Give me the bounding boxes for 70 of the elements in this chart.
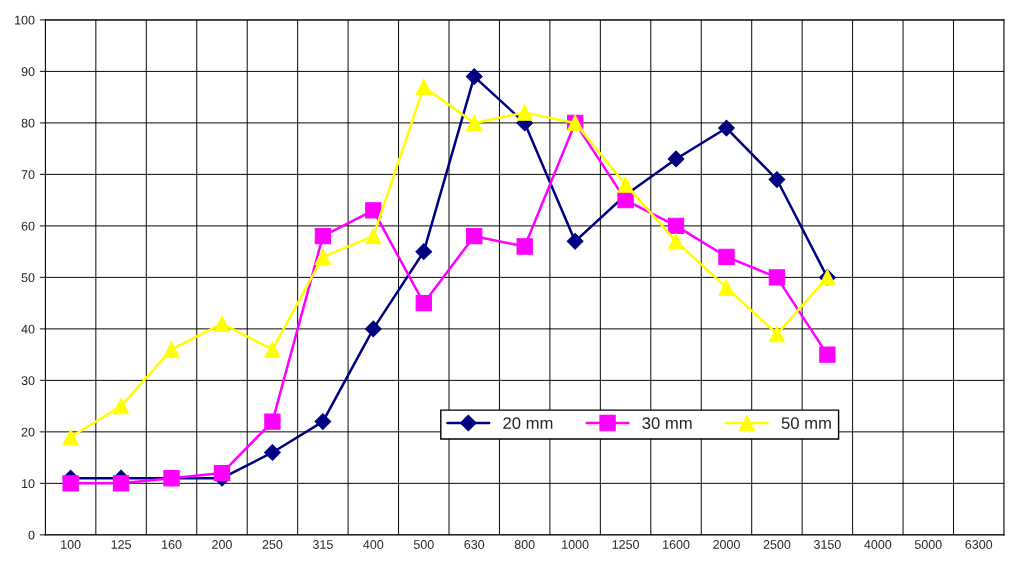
y-tick-label: 50 xyxy=(21,273,35,283)
x-tick-label: 3150 xyxy=(813,540,841,549)
point xyxy=(415,243,433,261)
point xyxy=(415,294,432,312)
point xyxy=(62,475,79,492)
legend-label: 20 mm xyxy=(503,417,553,430)
point xyxy=(213,315,231,332)
y-tick-label: 40 xyxy=(21,324,35,334)
x-tick-label: 200 xyxy=(212,540,232,549)
point xyxy=(667,150,685,168)
point xyxy=(314,228,332,245)
point xyxy=(264,341,281,358)
x-tick-label: 6300 xyxy=(965,540,993,549)
point xyxy=(112,397,130,415)
point xyxy=(819,346,836,363)
point xyxy=(163,341,180,358)
x-tick-label: 1000 xyxy=(562,540,589,549)
x-tick-label: 100 xyxy=(61,540,81,549)
point xyxy=(566,232,584,250)
point xyxy=(264,413,281,430)
point xyxy=(314,248,332,265)
y-tick-label: 70 xyxy=(21,170,35,180)
x-tick-label: 1250 xyxy=(612,540,639,549)
point xyxy=(365,228,382,245)
point xyxy=(667,233,685,250)
x-tick-label: 500 xyxy=(413,540,434,549)
y-tick-label: 90 xyxy=(21,67,35,77)
y-tick-label: 0 xyxy=(28,530,35,540)
y-tick-label: 20 xyxy=(21,427,35,437)
x-tick-label: 315 xyxy=(312,540,333,549)
x-tick-label: 800 xyxy=(514,540,535,549)
point xyxy=(718,119,735,137)
x-tick-label: 2000 xyxy=(713,540,740,549)
point xyxy=(768,269,786,286)
x-tick-label: 2500 xyxy=(763,540,791,549)
x-tick-label: 250 xyxy=(262,540,283,549)
point xyxy=(112,475,130,492)
y-tick-label: 80 xyxy=(21,118,35,128)
point xyxy=(617,176,634,193)
legend-label: 50 mm xyxy=(781,417,831,430)
y-tick-label: 100 xyxy=(15,15,35,25)
x-tick-label: 1600 xyxy=(663,540,690,549)
point xyxy=(213,464,231,482)
point xyxy=(768,325,786,343)
y-tick-label: 30 xyxy=(21,376,35,386)
x-tick-label: 630 xyxy=(464,540,485,549)
point xyxy=(718,248,735,265)
point xyxy=(768,171,786,188)
x-tick-label: 160 xyxy=(162,540,182,549)
x-tick-label: 400 xyxy=(363,540,384,549)
y-tick-label: 60 xyxy=(21,221,35,231)
point xyxy=(466,228,483,245)
point xyxy=(617,191,634,209)
point xyxy=(365,202,382,219)
point xyxy=(516,238,533,255)
point xyxy=(667,217,685,235)
legend-label: 30 mm xyxy=(642,417,692,430)
x-tick-label: 4000 xyxy=(864,540,892,549)
x-tick-label: 125 xyxy=(111,540,131,549)
x-tick-label: 5000 xyxy=(914,540,942,549)
y-tick-label: 10 xyxy=(22,479,35,489)
point xyxy=(465,68,483,85)
point xyxy=(364,320,382,338)
point xyxy=(718,279,735,296)
point xyxy=(466,114,483,132)
point xyxy=(516,104,533,121)
point xyxy=(415,78,432,96)
point xyxy=(62,428,79,446)
point xyxy=(264,444,281,461)
point xyxy=(314,413,332,430)
